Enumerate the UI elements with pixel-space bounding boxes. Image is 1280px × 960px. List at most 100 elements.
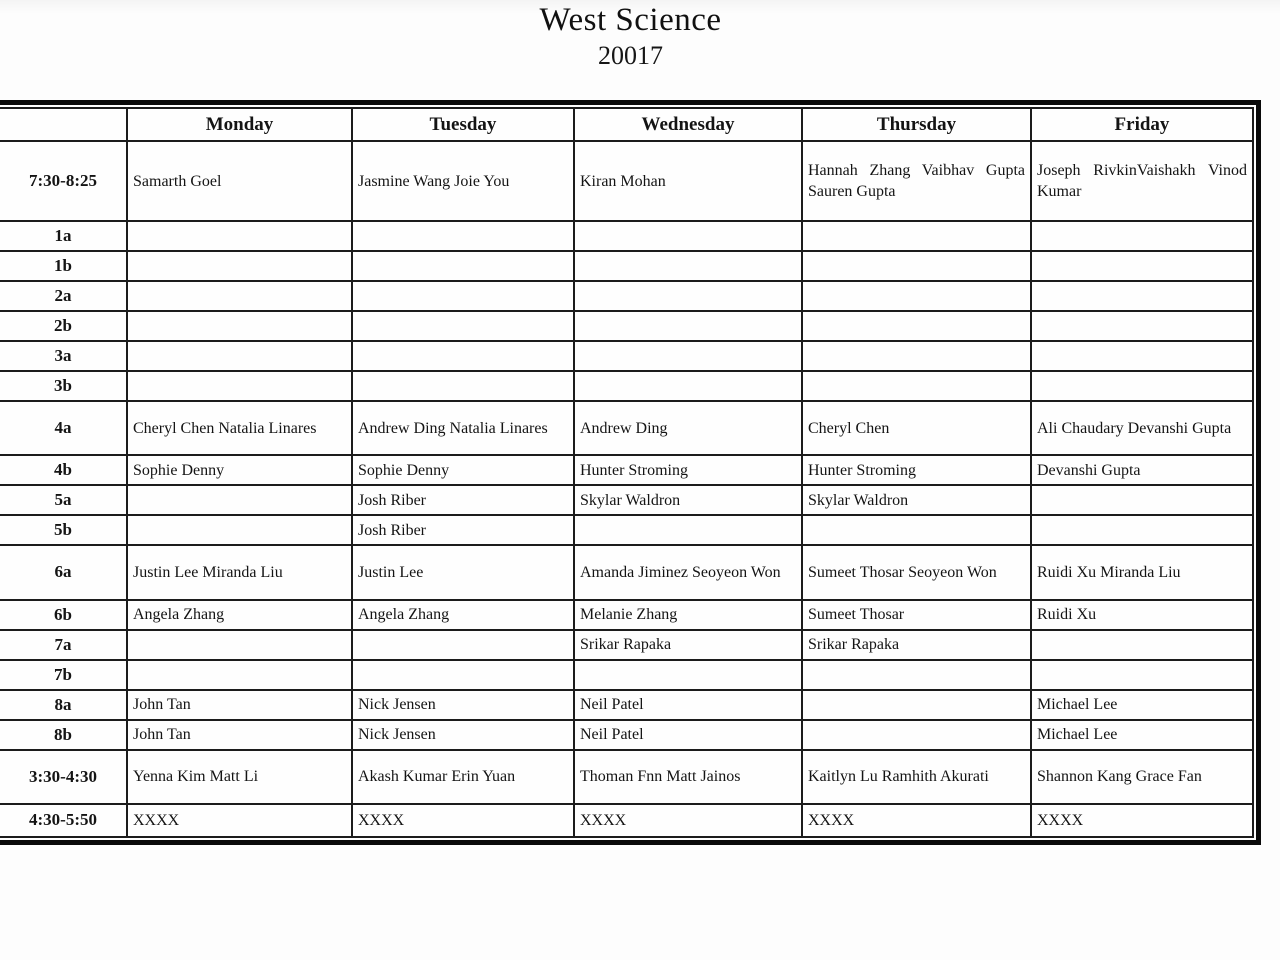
schedule-row: 6b Angela Zhang Angela Zhang Melanie Zhang S… (0, 598, 1254, 631)
schedule-row: 4b Sophie Denny Sophie Denny Hunter Stromin… (0, 454, 1254, 487)
schedule-cell (801, 310, 1032, 343)
schedule-cell: Hunter Stroming (801, 454, 1032, 487)
schedule-cell (1030, 250, 1254, 283)
schedule-cell (351, 310, 575, 343)
time-slot-label: 4:30-5:50 (0, 802, 128, 839)
schedule-cell: Nick Jensen (351, 718, 575, 751)
schedule-cell (573, 340, 803, 373)
schedule-cell (126, 340, 353, 373)
schedule-row: 3:30-4:30 Yenna Kim Matt Li Akash Kumar Er… (0, 748, 1254, 805)
schedule-cell (351, 628, 575, 661)
schedule-cell: Hunter Stroming (573, 454, 803, 487)
schedule-cell: Thoman Fnn Matt Jainos (573, 748, 803, 805)
schedule-cell (1030, 340, 1254, 373)
page-subtitle: 20017 (598, 41, 663, 70)
schedule-cell: Srikar Rapaka (801, 628, 1032, 661)
schedule-cell: Neil Patel (573, 718, 803, 751)
schedule-cell: Sophie Denny (351, 454, 575, 487)
schedule-cell (126, 220, 353, 253)
schedule-cell: XXXX (351, 802, 575, 839)
schedule-cell: Amanda Jiminez Seoyeon Won (573, 544, 803, 601)
day-header-cell: Thursday (801, 107, 1032, 142)
schedule-row: 2a (0, 280, 1254, 313)
schedule-row: 3b (0, 370, 1254, 403)
schedule-cell: Sumeet Thosar (801, 598, 1032, 631)
time-slot-label: 2b (0, 310, 128, 343)
schedule-cell (126, 310, 353, 343)
schedule-cell: Michael Lee (1030, 688, 1254, 721)
schedule-cell: Andrew Ding Natalia Linares (351, 400, 575, 457)
schedule-cell (1030, 220, 1254, 253)
schedule-cell: XXXX (126, 802, 353, 839)
schedule-cell: Sophie Denny (126, 454, 353, 487)
time-slot-label: 8b (0, 718, 128, 751)
schedule-cell: Shannon Kang Grace Fan (1030, 748, 1254, 805)
schedule-cell: Skylar Waldron (573, 484, 803, 517)
schedule-table: Monday Tuesday Wednesday Thursday Friday 7:3… (0, 107, 1254, 839)
schedule-cell: XXXX (1030, 802, 1254, 839)
schedule-row: 4a Cheryl Chen Natalia Linares Andrew Ding… (0, 400, 1254, 457)
title-block: West Science 20017 (0, 0, 1261, 71)
schedule-cell: Devanshi Gupta (1030, 454, 1254, 487)
schedule-cell (126, 658, 353, 691)
schedule-cell (801, 280, 1032, 313)
day-header-cell: Wednesday (573, 107, 803, 142)
schedule-row: 8b John Tan Nick Jensen Neil Patel Michael L… (0, 718, 1254, 751)
schedule-cell (126, 280, 353, 313)
schedule-cell: Josh Riber (351, 514, 575, 547)
schedule-cell: Ruidi Xu (1030, 598, 1254, 631)
time-slot-label: 8a (0, 688, 128, 721)
schedule-cell: John Tan (126, 688, 353, 721)
schedule-cell (573, 310, 803, 343)
schedule-cell (1030, 628, 1254, 661)
schedule-cell: Joseph RivkinVaishakh Vinod Kumar (1030, 139, 1254, 223)
day-header-cell: Tuesday (351, 107, 575, 142)
time-slot-label: 3b (0, 370, 128, 403)
schedule-cell: Nick Jensen (351, 688, 575, 721)
schedule-cell (126, 628, 353, 661)
schedule-cell (1030, 658, 1254, 691)
schedule-cell: Angela Zhang (126, 598, 353, 631)
schedule-cell: Akash Kumar Erin Yuan (351, 748, 575, 805)
schedule-cell: Sumeet Thosar Seoyeon Won (801, 544, 1032, 601)
schedule-cell (573, 220, 803, 253)
time-slot-label: 3a (0, 340, 128, 373)
time-slot-label: 5b (0, 514, 128, 547)
schedule-row: 1b (0, 250, 1254, 283)
schedule-table-frame: Monday Tuesday Wednesday Thursday Friday 7:3… (0, 100, 1261, 845)
day-header-cell: Monday (126, 107, 353, 142)
schedule-cell (351, 340, 575, 373)
schedule-cell (1030, 484, 1254, 517)
schedule-row: 2b (0, 310, 1254, 343)
schedule-cell (351, 658, 575, 691)
schedule-cell (801, 370, 1032, 403)
schedule-cell (126, 514, 353, 547)
schedule-row: 7:30-8:25 Samarth Goel Jasmine Wang Joie Y… (0, 139, 1254, 223)
schedule-row: 6a Justin Lee Miranda Liu Justin Lee Amanda… (0, 544, 1254, 601)
time-slot-label: 7a (0, 628, 128, 661)
schedule-row: 5a Josh Riber Skylar Waldron Skylar Waldron (0, 484, 1254, 517)
schedule-cell: Neil Patel (573, 688, 803, 721)
page-title: West Science (539, 2, 722, 38)
schedule-cell (351, 220, 575, 253)
schedule-cell (573, 250, 803, 283)
schedule-row: 1a (0, 220, 1254, 253)
schedule-cell: Kiran Mohan (573, 139, 803, 223)
schedule-cell (351, 250, 575, 283)
schedule-cell: Melanie Zhang (573, 598, 803, 631)
schedule-cell: Michael Lee (1030, 718, 1254, 751)
time-slot-label: 6a (0, 544, 128, 601)
schedule-cell: Samarth Goel (126, 139, 353, 223)
schedule-cell (1030, 370, 1254, 403)
schedule-cell (801, 688, 1032, 721)
schedule-body: 7:30-8:25 Samarth Goel Jasmine Wang Joie Y… (0, 139, 1254, 839)
schedule-cell (801, 220, 1032, 253)
schedule-cell: Kaitlyn Lu Ramhith Akurati (801, 748, 1032, 805)
schedule-cell: Angela Zhang (351, 598, 575, 631)
header-row: Monday Tuesday Wednesday Thursday Friday (0, 107, 1254, 142)
schedule-cell (573, 280, 803, 313)
schedule-cell (1030, 280, 1254, 313)
schedule-cell: Cheryl Chen Natalia Linares (126, 400, 353, 457)
schedule-cell: XXXX (801, 802, 1032, 839)
